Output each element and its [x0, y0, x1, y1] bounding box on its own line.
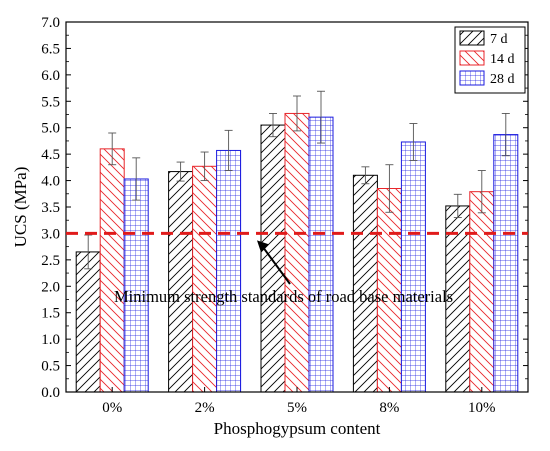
- bar-7d-0pct: [75, 251, 101, 393]
- bar-28d-5pct: [308, 116, 334, 393]
- y-tick-label: 6.5: [41, 41, 60, 57]
- y-tick-label: 6.0: [41, 68, 60, 84]
- y-tick-label: 2.5: [41, 253, 60, 269]
- bar-14d-5pct: [284, 112, 310, 393]
- bar-14d-10pct: [469, 191, 495, 393]
- x-tick-label: 2%: [195, 400, 215, 416]
- legend-swatch-28d: [459, 70, 485, 86]
- plot-area: 0.0 0.5 1.0 1.5 2.0 2.5 3.0 3.5 4.0 4.5 5.0 5.5 6.0 6…: [11, 15, 529, 438]
- bar-7d-2pct: [168, 171, 194, 393]
- bar-14d-8pct: [376, 188, 402, 393]
- bar-28d-10pct: [493, 134, 519, 393]
- annotation-arrowhead: [257, 240, 269, 253]
- y-tick-label: 5.5: [41, 94, 60, 110]
- y-tick-label: 1.5: [41, 306, 60, 322]
- x-axis-title: Phosphogypsum content: [214, 419, 381, 438]
- x-tick-label: 0%: [102, 400, 122, 416]
- y-tick-label: 7.0: [41, 15, 60, 31]
- y-tick-label: 1.0: [41, 332, 60, 348]
- x-tick-label: 10%: [468, 400, 496, 416]
- bar-7d-8pct: [352, 174, 378, 393]
- y-tick-label: 4.0: [41, 174, 60, 190]
- x-tick-label: 8%: [379, 400, 399, 416]
- y-tick-label: 5.0: [41, 121, 60, 137]
- legend-label: 7 d: [490, 32, 508, 47]
- y-tick-label: 0.0: [41, 385, 60, 401]
- bar-7d-5pct: [260, 124, 286, 393]
- legend-swatch-7d: [459, 30, 485, 46]
- y-tick-label: 2.0: [41, 279, 60, 295]
- x-tick-label: 5%: [287, 400, 307, 416]
- y-axis-title: UCS (MPa): [11, 167, 30, 248]
- legend-swatch-14d: [459, 50, 485, 66]
- bar-14d-0pct: [99, 148, 125, 393]
- bar-28d-8pct: [400, 141, 426, 393]
- y-tick-label: 3.0: [41, 226, 60, 242]
- y-tick-label: 4.5: [41, 147, 60, 163]
- annotation-arrow-line: [260, 243, 291, 285]
- annotation-text: Minimum strength standards of road base …: [114, 287, 453, 306]
- bar-28d-0pct: [123, 178, 149, 393]
- y-tick-label: 3.5: [41, 200, 60, 216]
- legend-label: 28 d: [490, 72, 515, 87]
- y-tick-label: 0.5: [41, 359, 60, 375]
- bar-14d-2pct: [192, 165, 218, 393]
- bar-28d-2pct: [216, 149, 242, 393]
- legend-label: 14 d: [490, 52, 515, 67]
